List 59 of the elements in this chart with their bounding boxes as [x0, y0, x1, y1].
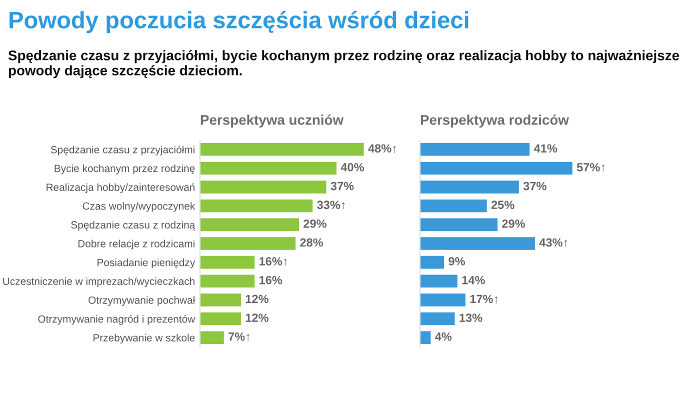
chart-title: Powody poczucia szczęścia wśród dzieci — [10, 10, 468, 34]
data-label: 29% — [304, 219, 326, 228]
y-tick-label: Przebywanie w szkole — [94, 334, 195, 344]
bar — [420, 162, 572, 175]
bar — [420, 180, 519, 194]
bar — [200, 180, 326, 194]
data-label: 17%↑ — [470, 294, 498, 304]
bar — [200, 274, 255, 288]
data-label: 16% — [260, 276, 282, 284]
bar — [200, 294, 241, 306]
bar — [420, 312, 455, 326]
bar — [200, 256, 255, 269]
data-label: 29% — [502, 219, 526, 228]
bar — [420, 331, 431, 344]
data-label: 16%↑ — [260, 257, 287, 266]
data-label: 43%↑ — [539, 238, 568, 247]
data-label: 14% — [462, 276, 485, 284]
data-label: 37% — [523, 182, 546, 190]
y-tick-label: Realizacja hobby/zainteresowań — [46, 183, 194, 194]
data-label: 28% — [300, 238, 324, 247]
bar — [200, 331, 224, 344]
bar — [200, 312, 241, 326]
data-label: 4% — [435, 332, 452, 341]
data-label: 12% — [246, 294, 268, 304]
y-tick-label: Uczestniczenie w imprezach/wycieczkach — [3, 277, 194, 288]
y-tick-label: Otrzymywanie nagród i prezentów — [38, 314, 196, 325]
y-tick-label: Bycie kochanym przez rodzinę — [54, 164, 195, 174]
data-label: 57%↑ — [576, 163, 605, 172]
y-tick-label: Czas wolny/wypoczynek — [82, 202, 196, 212]
data-label: 9% — [448, 257, 465, 266]
bar — [420, 218, 498, 232]
y-tick-label: Otrzymywanie pochwał — [88, 296, 196, 306]
data-label: 33%↑ — [317, 200, 345, 210]
y-tick-label: Spędzanie czasu z przyjaciółmi — [50, 146, 194, 156]
bar — [420, 274, 458, 288]
bar — [420, 294, 466, 306]
y-tick-label: Spędzanie czasu z rodziną — [71, 220, 196, 231]
x-axis-title: Perspektywa uczniów — [200, 114, 344, 128]
data-label: 25% — [491, 200, 514, 210]
y-tick-label: Dobre relacje z rodzicami — [78, 240, 194, 250]
bar — [200, 237, 296, 250]
x-axis-title: Perspektywa rodziców — [420, 114, 569, 128]
data-label: 40% — [340, 163, 364, 172]
bar — [200, 199, 313, 212]
bar — [420, 256, 444, 269]
bar — [420, 143, 530, 156]
data-label: 7%↑ — [228, 332, 250, 341]
bar — [200, 218, 299, 232]
y-tick-label: Posiadanie pieniędzy — [98, 258, 196, 268]
bar — [200, 143, 364, 156]
bar — [420, 199, 487, 212]
chart-subtitle: Spędzanie czasu z przyjaciółmi, bycie kochanym przez rodzinę oraz realizacja hobby to najważniejsze powody dające szczęście dzieciom. — [8, 50, 680, 78]
data-label: 41% — [534, 144, 558, 153]
data-label: 48%↑ — [368, 144, 396, 153]
bar — [420, 237, 535, 250]
bar — [200, 162, 337, 175]
data-label: 13% — [460, 314, 482, 322]
data-label: 37% — [330, 182, 354, 190]
data-label: 12% — [246, 314, 268, 322]
